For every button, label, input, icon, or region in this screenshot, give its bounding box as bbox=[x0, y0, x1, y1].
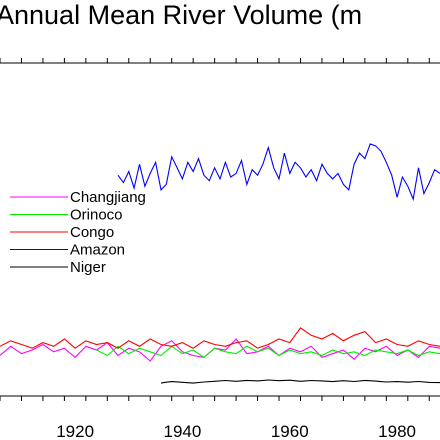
series-layer bbox=[0, 143, 440, 384]
series-line-amazon bbox=[117, 143, 440, 202]
legend-label-congo: Congo bbox=[70, 224, 114, 241]
x-tick-label: 1960 bbox=[271, 422, 309, 440]
series-line-congo bbox=[0, 327, 440, 349]
legend-label-changjiang: Changjiang bbox=[70, 189, 146, 206]
legend-label-niger: Niger bbox=[70, 259, 106, 276]
x-tick-label: 1940 bbox=[164, 422, 202, 440]
chart-title: Annual Mean River Volume (m bbox=[0, 0, 362, 30]
series-line-niger bbox=[160, 379, 440, 384]
x-tick-label: 1920 bbox=[56, 422, 94, 440]
legend-label-amazon: Amazon bbox=[70, 242, 125, 259]
x-tick-label: 1980 bbox=[378, 422, 416, 440]
bottom-axis: 1920 1940 1960 1980 bbox=[0, 395, 440, 440]
series-line-orinoco bbox=[96, 345, 440, 359]
series-line-changjiang bbox=[0, 338, 440, 362]
top-axis bbox=[0, 58, 440, 64]
legend-label-orinoco: Orinoco bbox=[70, 207, 123, 224]
